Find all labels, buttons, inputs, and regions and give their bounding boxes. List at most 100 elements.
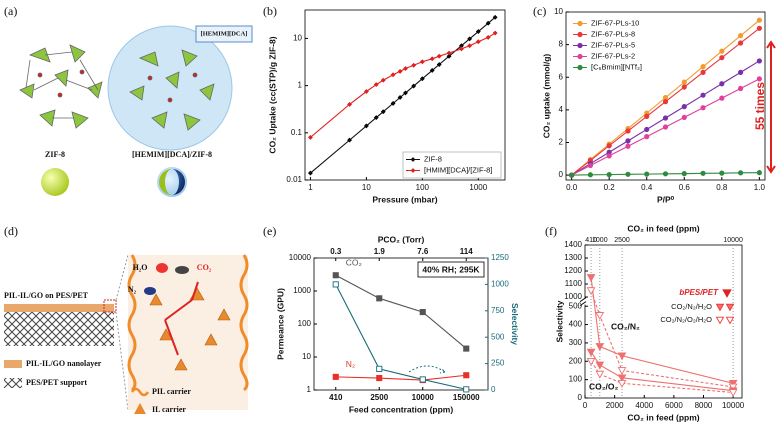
y-tick-label: 0 bbox=[559, 170, 564, 179]
x-tick-label: 8000 bbox=[695, 401, 713, 410]
marker bbox=[586, 348, 596, 357]
y-tick-label: 1100 bbox=[565, 279, 583, 288]
x-axis-label: CO₂ in feed (ppm) bbox=[627, 412, 699, 422]
legend-label: ZIF-67-PLs-8 bbox=[591, 29, 635, 38]
legend-label: [C₆Bmim][NTf₂] bbox=[591, 62, 642, 71]
x-tick-label: 10000 bbox=[412, 393, 435, 402]
x-tick-label: 100 bbox=[416, 183, 430, 192]
marker bbox=[700, 64, 706, 70]
marker bbox=[700, 170, 706, 176]
marker bbox=[463, 386, 470, 393]
arrow bbox=[766, 40, 776, 174]
x2-tick-label: 2500 bbox=[614, 237, 630, 244]
marker bbox=[719, 81, 725, 87]
x2-tick-label: 10000 bbox=[723, 237, 743, 244]
marker bbox=[419, 76, 425, 82]
marker bbox=[397, 95, 403, 100]
panel-label: (e) bbox=[263, 224, 276, 238]
marker bbox=[587, 162, 594, 169]
y-tick-label: 8 bbox=[559, 40, 564, 49]
pil-chain bbox=[127, 254, 249, 392]
marker bbox=[644, 126, 650, 133]
marker bbox=[569, 172, 575, 178]
marker bbox=[625, 128, 631, 134]
sphere-core bbox=[172, 169, 185, 195]
plot-frame bbox=[565, 11, 766, 181]
y-tick-label: 4 bbox=[559, 105, 564, 114]
marker bbox=[756, 17, 762, 23]
marker bbox=[722, 289, 732, 298]
marker bbox=[700, 105, 706, 111]
marker bbox=[728, 389, 738, 398]
series-line bbox=[310, 32, 496, 138]
il-carriers bbox=[149, 287, 231, 371]
marker bbox=[606, 143, 612, 149]
x-tick-label: 0.2 bbox=[604, 183, 616, 192]
molecule bbox=[156, 263, 168, 273]
illustration-label: PIL-IL/GO on PES/PET bbox=[4, 291, 89, 300]
x2-tick-label: 1000 bbox=[592, 237, 608, 244]
series-line bbox=[590, 277, 734, 384]
marker bbox=[332, 373, 339, 380]
marker bbox=[363, 123, 369, 129]
legend-swatch bbox=[134, 403, 146, 414]
series-label: CO₂ bbox=[346, 258, 362, 268]
x2-axis-label: PCO₂ (Torr) bbox=[378, 234, 425, 244]
marker bbox=[606, 153, 612, 159]
panel-label: (f) bbox=[545, 224, 557, 238]
marker bbox=[403, 90, 408, 96]
panel-d: (d) PIL-IL/GO on PES/PET H₂O CO₂ N₂ PIL-… bbox=[4, 224, 249, 414]
marker bbox=[307, 170, 313, 176]
series-line bbox=[590, 360, 734, 394]
marker bbox=[595, 361, 605, 370]
marker bbox=[429, 67, 435, 73]
molecule bbox=[144, 287, 156, 295]
x2-tick-label: 0.3 bbox=[330, 247, 342, 256]
marker bbox=[446, 50, 452, 56]
marker bbox=[715, 316, 725, 325]
marker bbox=[644, 171, 650, 177]
marker bbox=[376, 365, 383, 372]
marker bbox=[419, 309, 426, 316]
panel-a: (a) [HEMIM][DCA] ZIF-8 [HEMIM][DCA]/ZIF-… bbox=[4, 4, 253, 197]
y-tick-label: 1300 bbox=[564, 253, 582, 262]
series-line bbox=[335, 284, 467, 390]
y-tick-label: 10 bbox=[293, 34, 302, 43]
x2-tick-label: 114 bbox=[460, 247, 473, 256]
marker bbox=[419, 59, 425, 65]
marker bbox=[332, 272, 339, 279]
x2-tick-label: 1.9 bbox=[374, 247, 386, 256]
marker bbox=[662, 99, 669, 105]
y-axis-label: Selectivity bbox=[554, 300, 564, 342]
y2-tick-label: 1250 bbox=[491, 253, 509, 262]
marker bbox=[380, 77, 386, 83]
x-tick-label: 1000 bbox=[469, 183, 487, 192]
il-coating bbox=[107, 25, 233, 151]
x-tick-label: 410 bbox=[329, 393, 343, 402]
marker bbox=[719, 95, 725, 101]
marker bbox=[681, 104, 687, 110]
marker bbox=[625, 171, 631, 177]
illustration-label: H₂O bbox=[133, 263, 148, 272]
series-line bbox=[335, 274, 467, 349]
marker bbox=[411, 83, 417, 89]
legend-frame bbox=[402, 151, 502, 179]
y-axis-label: CO₂ uptake (mmol/g) bbox=[541, 54, 551, 139]
marker bbox=[719, 48, 725, 54]
marker bbox=[595, 312, 605, 320]
marker bbox=[475, 29, 481, 34]
illustration-label: [HEMIM][DCA]/ZIF-8 bbox=[132, 150, 212, 159]
marker bbox=[410, 157, 416, 162]
marker bbox=[606, 172, 612, 178]
series-line bbox=[310, 16, 496, 174]
y-tick-label: 400 bbox=[569, 320, 583, 329]
legend-label: CO₂/N₂/O₂/H₂O bbox=[660, 315, 712, 324]
y-tick-label: 2 bbox=[559, 138, 564, 147]
marker bbox=[586, 274, 596, 283]
y-tick-label: 0 bbox=[578, 393, 583, 402]
marker bbox=[577, 42, 583, 49]
marker bbox=[467, 36, 473, 42]
marker bbox=[463, 345, 470, 352]
y-tick-label: 10 bbox=[554, 7, 563, 16]
